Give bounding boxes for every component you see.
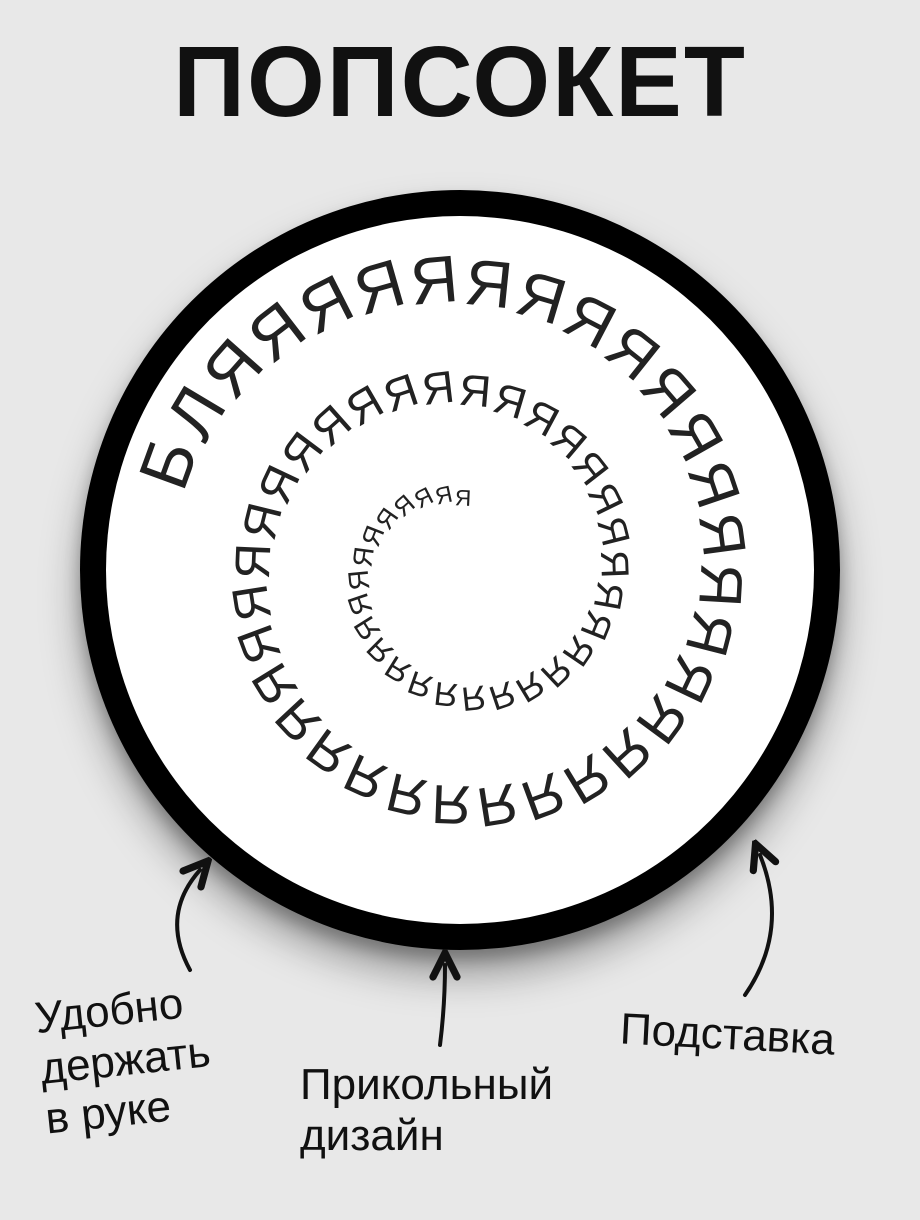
svg-text:Я: Я bbox=[592, 549, 636, 579]
arrow-center bbox=[440, 965, 445, 1045]
callout-line: Прикольный bbox=[300, 1060, 553, 1111]
popsocket-disc: БЛЯЯЯЯЯЯЯЯЯЯЯЯЯЯЯЯЯЯЯЯЯЯЯЯЯЯЯЯЯЯЯЯЯЯЯЯЯЯ… bbox=[80, 190, 840, 950]
spiral-text: БЛЯЯЯЯЯЯЯЯЯЯЯЯЯЯЯЯЯЯЯЯЯЯЯЯЯЯЯЯЯЯЯЯЯЯЯЯЯЯ… bbox=[106, 216, 814, 924]
svg-text:Я: Я bbox=[225, 542, 281, 580]
callout-right: Подставка bbox=[619, 1004, 836, 1066]
svg-text:Я: Я bbox=[343, 568, 377, 592]
svg-text:Я: Я bbox=[407, 242, 461, 320]
svg-text:Я: Я bbox=[460, 677, 488, 717]
svg-text:Я: Я bbox=[457, 366, 493, 417]
svg-text:Я: Я bbox=[686, 508, 759, 561]
svg-text:Я: Я bbox=[473, 771, 522, 839]
svg-text:Я: Я bbox=[221, 581, 282, 626]
callout-line: Подставка bbox=[619, 1004, 836, 1066]
callout-center: Прикольныйдизайн bbox=[300, 1060, 553, 1161]
page-title: ПОПСОКЕТ bbox=[0, 25, 920, 140]
svg-text:Я: Я bbox=[462, 245, 516, 322]
svg-text:Я: Я bbox=[686, 562, 755, 609]
svg-text:Я: Я bbox=[432, 674, 460, 713]
svg-text:Я: Я bbox=[419, 363, 457, 416]
disc-ring: БЛЯЯЯЯЯЯЯЯЯЯЯЯЯЯЯЯЯЯЯЯЯЯЯЯЯЯЯЯЯЯЯЯЯЯЯЯЯЯ… bbox=[80, 190, 840, 950]
callout-line: дизайн bbox=[300, 1111, 553, 1162]
disc-face: БЛЯЯЯЯЯЯЯЯЯЯЯЯЯЯЯЯЯЯЯЯЯЯЯЯЯЯЯЯЯЯЯЯЯЯЯЯЯЯ… bbox=[106, 216, 814, 924]
svg-text:Я: Я bbox=[346, 545, 379, 569]
svg-text:Я: Я bbox=[454, 485, 471, 511]
callout-left: Удобнодержатьв руке bbox=[33, 976, 219, 1145]
svg-text:Я: Я bbox=[430, 773, 472, 836]
